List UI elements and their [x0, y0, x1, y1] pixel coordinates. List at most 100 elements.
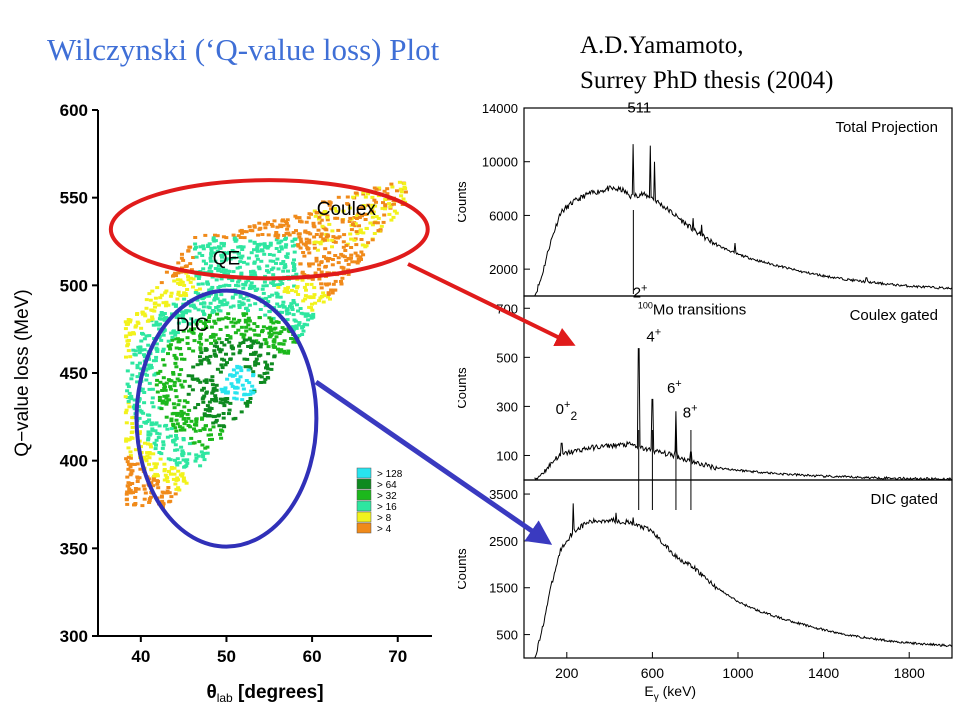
heatmap-cell [186, 249, 191, 253]
heatmap-cell [150, 289, 155, 293]
heatmap-cell [375, 221, 380, 225]
heatmap-cell [160, 389, 165, 392]
heatmap-cell [191, 331, 196, 335]
citation: A.D.Yamamoto, Surrey PhD thesis (2004) [580, 28, 833, 98]
heatmap-cell [370, 223, 375, 227]
heatmap-cell [403, 190, 408, 194]
heatmap-cell [255, 245, 260, 249]
heatmap-cell [219, 277, 224, 281]
heatmap-cell [205, 355, 209, 359]
heatmap-cell [226, 317, 231, 320]
heatmap-cell [124, 437, 129, 441]
heatmap-cell [344, 244, 349, 247]
heatmap-cell [179, 310, 184, 314]
heatmap-cell [274, 247, 279, 250]
heatmap-cell [179, 256, 184, 260]
legend-swatch [356, 478, 372, 490]
heatmap-cell [379, 224, 384, 228]
heatmap-cell [144, 306, 149, 310]
heatmap-cell [232, 317, 236, 321]
heatmap-cell [166, 303, 171, 307]
heatmap-cell [263, 338, 268, 342]
heatmap-cell [135, 380, 140, 384]
heatmap-cell [326, 295, 330, 299]
heatmap-cell [282, 339, 287, 343]
panel-frame [523, 107, 953, 297]
heatmap-cell [283, 263, 288, 267]
heatmap-cell [181, 320, 186, 324]
heatmap-cell [303, 314, 308, 318]
heatmap-cell [220, 255, 224, 259]
heatmap-cell [333, 288, 338, 292]
heatmap-cell [213, 420, 218, 424]
citation-thesis: Surrey PhD thesis (2004) [580, 67, 834, 94]
heatmap-cell [132, 352, 137, 356]
heatmap-cell [265, 364, 269, 368]
heatmap-cell [185, 288, 190, 291]
heatmap-cell [213, 296, 218, 300]
heatmap-cell [314, 259, 319, 263]
heatmap-cell [128, 465, 133, 469]
heatmap-cell [172, 279, 177, 283]
heatmap-cell [250, 384, 255, 388]
heatmap-cell [203, 347, 208, 351]
heatmap-cell [354, 191, 359, 195]
heatmap-cell [153, 429, 158, 433]
heatmap-cell [214, 278, 219, 282]
heatmap-cell [314, 256, 319, 260]
heatmap-cell [333, 279, 338, 283]
heatmap-cell [402, 182, 407, 185]
heatmap-cell [175, 422, 180, 426]
heatmap-cell [262, 380, 267, 384]
heatmap-cell [216, 414, 221, 418]
heatmap-cell [175, 448, 180, 452]
heatmap-cell [157, 336, 162, 340]
heatmap-cell [210, 375, 215, 379]
heatmap-cell [231, 304, 236, 308]
heatmap-cell [175, 457, 180, 461]
heatmap-cell [219, 293, 224, 297]
heatmap-cell [232, 373, 237, 377]
heatmap-cell [146, 436, 151, 440]
heatmap-cell [191, 365, 196, 369]
heatmap-cell [185, 461, 190, 465]
heatmap-cell [353, 251, 358, 255]
heatmap-cell [176, 271, 181, 275]
heatmap-cell [172, 384, 177, 388]
heatmap-cell [195, 377, 200, 381]
heatmap-cell [290, 244, 295, 248]
heatmap-cell [202, 379, 207, 383]
heatmap-cell [202, 458, 207, 462]
heatmap-cell [238, 341, 243, 345]
heatmap-cell [238, 236, 243, 239]
heatmap-cell [201, 309, 205, 313]
heatmap-cell [252, 225, 257, 229]
y-tick-label: 600 [60, 101, 88, 120]
heatmap-cell [164, 381, 169, 385]
heatmap-cell [394, 211, 399, 215]
heatmap-cell [346, 256, 351, 260]
heatmap-cell [149, 445, 153, 449]
heatmap-cell [356, 206, 361, 210]
heatmap-cell [291, 299, 296, 302]
heatmap-cell [169, 427, 174, 431]
heatmap-cell [160, 401, 165, 405]
heatmap-cell [211, 387, 216, 391]
heatmap-cell [165, 489, 170, 493]
heatmap-cell [247, 225, 252, 229]
heatmap-cell [136, 321, 141, 325]
heatmap-cell [311, 221, 316, 225]
heatmap-cell [243, 320, 248, 324]
heatmap-cell [149, 481, 154, 485]
heatmap-cell [246, 298, 251, 302]
heatmap-cell [355, 214, 360, 218]
heatmap-cell [148, 364, 153, 367]
heatmap-cell [297, 235, 302, 239]
heatmap-cell [150, 401, 155, 405]
heatmap-cell [139, 445, 143, 449]
heatmap-cell [358, 230, 363, 234]
heatmap-cell [242, 236, 247, 240]
heatmap-cell [201, 305, 206, 309]
heatmap-cell [161, 329, 166, 333]
heatmap-cell [243, 283, 248, 287]
